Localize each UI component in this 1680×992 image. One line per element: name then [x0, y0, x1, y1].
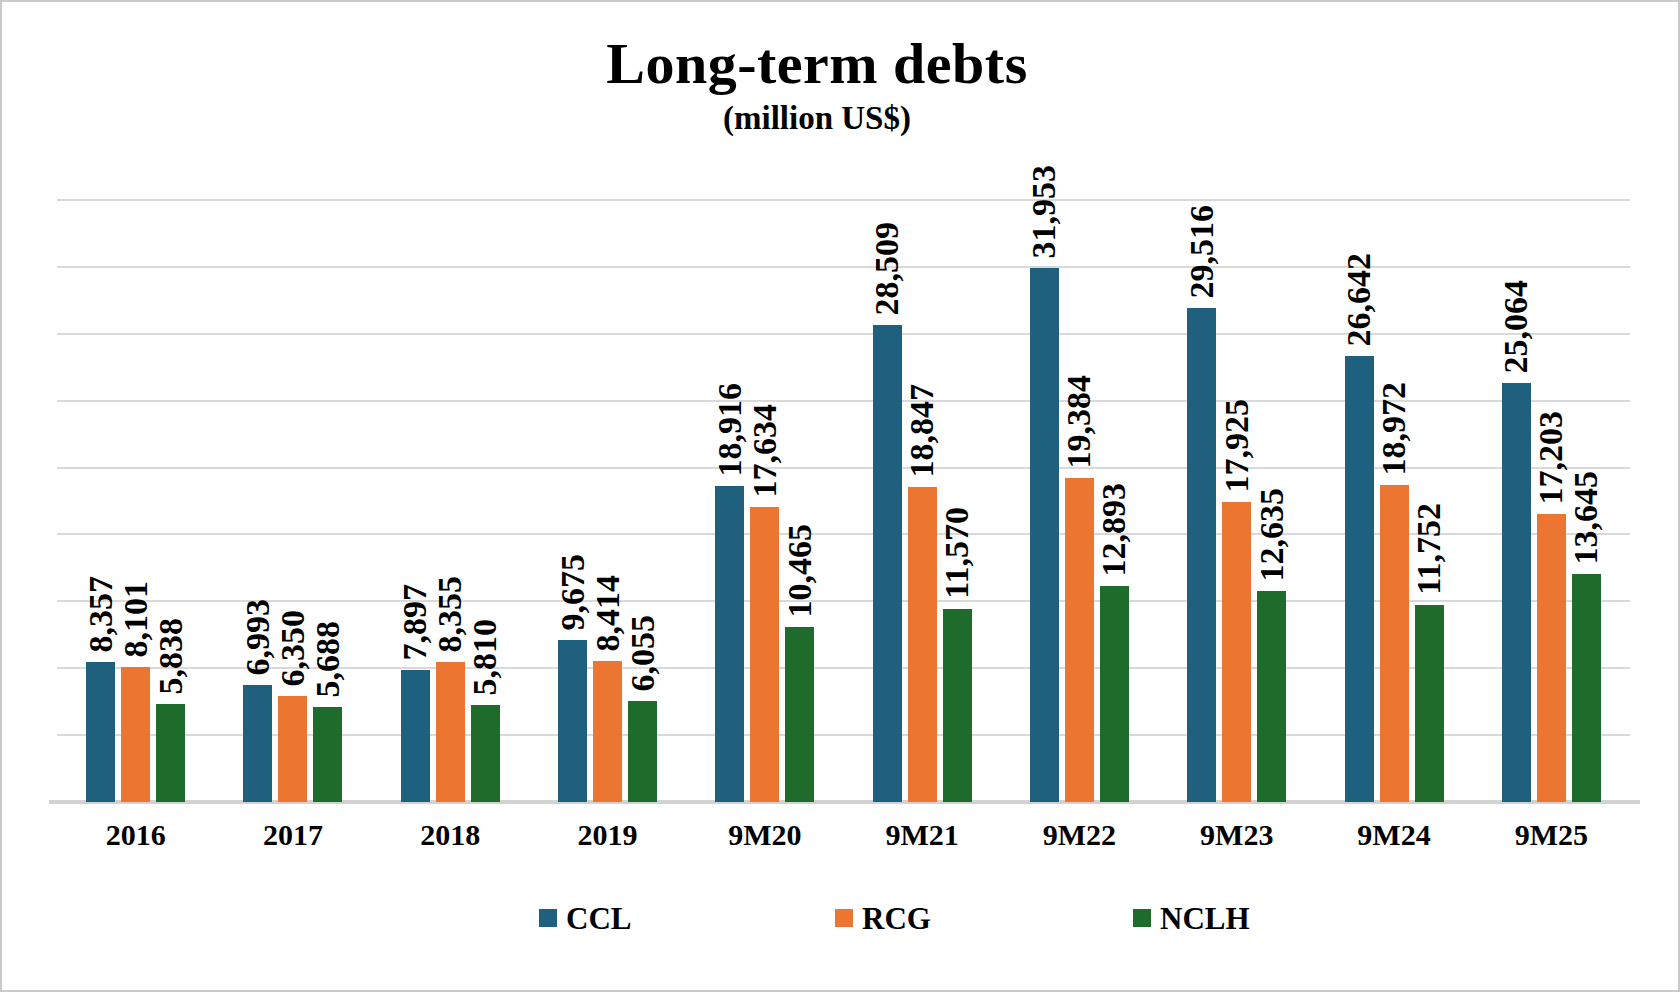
bar-rcg-9m21 — [908, 487, 937, 802]
bar-rcg-2018 — [436, 662, 465, 802]
bar-value-label: 6,993 — [241, 599, 275, 676]
bar-group-9m25: 25,064 17,20313,645 — [1473, 200, 1630, 802]
x-axis-label-9m24: 9M24 — [1315, 818, 1472, 852]
bar-rcg-2016 — [121, 667, 150, 802]
legend-item-ccl: CCL — [539, 903, 631, 933]
bar-group-9m21: 28,509 18,84711,570 — [843, 200, 1000, 802]
bar-ccl-9m20 — [715, 486, 744, 802]
bar-value-label: 25,064 — [1499, 280, 1533, 374]
bar-nclh-2019 — [628, 701, 657, 802]
legend-item-nclh: NCLH — [1133, 903, 1250, 933]
bar-value-label: 12,893 — [1097, 483, 1131, 577]
bar-group-2019: 9,6758,4146,055 — [529, 200, 686, 802]
bar-value-label: 18,847 — [905, 384, 939, 478]
bar-ccl-9m25 — [1502, 383, 1531, 802]
bar-value-label: 5,688 — [311, 621, 345, 698]
bar-value-label: 6,350 — [276, 610, 310, 687]
bar-value-label: 8,414 — [591, 575, 625, 652]
bar-groups: 8,3578,1015,8386,9936,3505,6887,8978,355… — [57, 200, 1630, 802]
bar-ccl-9m21 — [873, 325, 902, 802]
bar-group-2018: 7,8978,3555,810 — [372, 200, 529, 802]
x-axis-label-2019: 2019 — [529, 818, 686, 852]
bar-value-label: 18,972 — [1377, 382, 1411, 476]
bar-group-2016: 8,3578,1015,838 — [57, 200, 214, 802]
bar-group-9m20: 18,91617,63410,465 — [686, 200, 843, 802]
bar-value-label: 17,203 — [1534, 411, 1568, 505]
bar-value-label: 17,925 — [1220, 399, 1254, 493]
bar-value-label: 13,645 — [1569, 471, 1603, 565]
bar-nclh-2018 — [471, 705, 500, 802]
bar-value-label: 8,101 — [119, 581, 153, 658]
bar-value-label: 11,752 — [1412, 503, 1446, 595]
bar-value-label: 10,465 — [783, 524, 817, 618]
legend-swatch-icon — [539, 909, 557, 927]
bar-rcg-9m23 — [1222, 502, 1251, 802]
bar-group-2017: 6,9936,3505,688 — [214, 200, 371, 802]
bar-value-label: 29,516 — [1185, 205, 1219, 299]
bar-value-label: 31,953 — [1027, 165, 1061, 259]
legend-label: NCLH — [1160, 903, 1250, 934]
bar-value-label: 5,838 — [154, 618, 188, 695]
bar-nclh-9m25 — [1572, 574, 1601, 802]
bar-value-label: 19,384 — [1062, 375, 1096, 469]
x-axis-label-2018: 2018 — [372, 818, 529, 852]
bar-rcg-9m20 — [750, 507, 779, 802]
bar-rcg-9m25 — [1537, 514, 1566, 802]
bar-value-label: 8,355 — [433, 576, 467, 653]
x-axis-label-9m21: 9M21 — [843, 818, 1000, 852]
bar-nclh-9m24 — [1415, 605, 1444, 802]
bar-value-label: 6,055 — [626, 615, 660, 692]
bar-ccl-2019 — [558, 640, 587, 802]
bar-rcg-9m24 — [1380, 485, 1409, 802]
chart-title: Long-term debts — [2, 30, 1632, 97]
bar-group-9m22: 31,95319,38412,893 — [1001, 200, 1158, 802]
x-axis-label-9m20: 9M20 — [686, 818, 843, 852]
x-axis-label-9m25: 9M25 — [1473, 818, 1630, 852]
x-axis-labels: 20162017201820199M209M219M229M239M249M25 — [57, 818, 1630, 852]
bar-rcg-9m22 — [1065, 478, 1094, 802]
bar-nclh-9m21 — [943, 609, 972, 802]
bar-nclh-2016 — [156, 704, 185, 802]
legend-label: CCL — [566, 903, 631, 934]
bar-value-label: 5,810 — [468, 619, 502, 696]
legend-label: RCG — [862, 903, 931, 934]
bar-nclh-2017 — [313, 707, 342, 802]
bar-value-label: 12,635 — [1255, 488, 1289, 582]
bar-value-label: 28,509 — [870, 222, 904, 316]
bar-ccl-9m24 — [1345, 356, 1374, 802]
x-axis-label-2017: 2017 — [214, 818, 371, 852]
chart-subtitle: (million US$) — [2, 100, 1632, 137]
x-axis-label-2016: 2016 — [57, 818, 214, 852]
legend-item-rcg: RCG — [835, 903, 931, 933]
bar-value-label: 7,897 — [398, 584, 432, 661]
legend-swatch-icon — [1133, 909, 1151, 927]
bar-rcg-2017 — [278, 696, 307, 802]
bar-value-label: 11,570 — [940, 507, 974, 599]
bar-value-label: 8,357 — [84, 576, 118, 653]
bar-value-label: 18,916 — [713, 383, 747, 477]
x-axis-label-9m23: 9M23 — [1158, 818, 1315, 852]
bar-value-label: 9,675 — [556, 554, 590, 631]
x-axis-label-9m22: 9M22 — [1001, 818, 1158, 852]
bar-value-label: 26,642 — [1342, 253, 1376, 347]
bar-group-9m23: 29,516 17,92512,635 — [1158, 200, 1315, 802]
plot-area: 8,3578,1015,8386,9936,3505,6887,8978,355… — [57, 200, 1630, 802]
bar-nclh-9m20 — [785, 627, 814, 802]
bar-ccl-9m22 — [1030, 268, 1059, 802]
bar-rcg-2019 — [593, 661, 622, 802]
bar-ccl-2018 — [401, 670, 430, 802]
bar-nclh-9m23 — [1257, 591, 1286, 802]
bar-ccl-9m23 — [1187, 308, 1216, 802]
bar-value-label: 17,634 — [748, 404, 782, 498]
bar-nclh-9m22 — [1100, 586, 1129, 802]
legend-swatch-icon — [835, 909, 853, 927]
bar-ccl-2017 — [243, 685, 272, 802]
bar-chart: Long-term debts (million US$) 8,3578,101… — [0, 0, 1680, 992]
bar-group-9m24: 26,642 18,97211,752 — [1315, 200, 1472, 802]
bar-ccl-2016 — [86, 662, 115, 802]
